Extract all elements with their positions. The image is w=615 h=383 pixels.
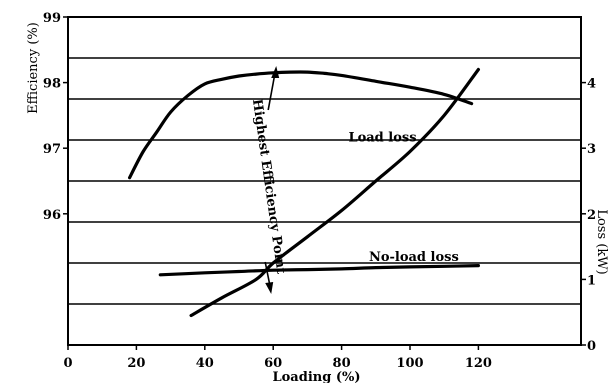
right-axis-label: Loss (kW)	[594, 209, 609, 274]
x-tick-label: 60	[264, 356, 282, 371]
left-tick-label: 96	[43, 208, 61, 223]
x-tick-label: 20	[127, 356, 145, 371]
x-tick-label: 100	[396, 356, 423, 371]
arrow-up-line	[267, 71, 276, 111]
left-axis-ticks: 96 97 98 99	[43, 11, 68, 223]
highest-efficiency-label: Highest Efficiency Point	[249, 98, 288, 275]
annotations-group: Load loss No-load loss Highest Efficiency …	[249, 66, 459, 294]
efficiency-curve	[128, 70, 474, 180]
arrow-down-head	[265, 282, 274, 294]
load-loss-label: Load loss	[348, 131, 416, 146]
plot-frame	[67, 16, 582, 346]
x-tick-label: 40	[196, 356, 214, 371]
grid-lines	[68, 57, 581, 305]
no-load-loss-label: No-load loss	[369, 250, 459, 265]
x-axis-label: Loading (%)	[273, 370, 361, 383]
left-tick-label: 97	[43, 142, 61, 157]
right-tick-label: 4	[587, 77, 596, 92]
series-group	[128, 67, 480, 318]
x-tick-label: 120	[465, 356, 492, 371]
x-tick-label: 0	[63, 356, 72, 371]
right-tick-label: 1	[587, 273, 596, 288]
x-axis-ticks: 0 20 40 60 80 100 120	[63, 345, 492, 371]
no-load-loss-line	[158, 264, 480, 277]
left-tick-label: 98	[43, 77, 61, 92]
left-axis-label: Efficiency (%)	[26, 22, 41, 114]
right-tick-label: 3	[587, 142, 596, 157]
load-loss-curve	[189, 67, 480, 318]
right-tick-label: 0	[587, 339, 596, 354]
x-tick-label: 80	[333, 356, 351, 371]
arrow-up-head	[271, 66, 280, 78]
right-tick-label: 2	[587, 208, 596, 223]
right-axis-ticks: 0 1 2 3 4	[581, 77, 596, 354]
left-tick-label: 99	[43, 11, 61, 26]
